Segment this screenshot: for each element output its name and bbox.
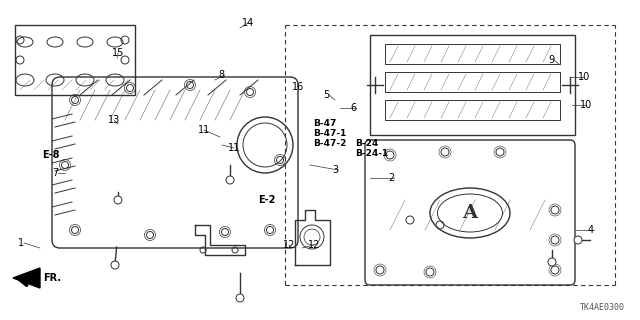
Text: 12: 12 bbox=[308, 240, 321, 250]
Polygon shape bbox=[13, 268, 40, 288]
Text: B-47-2: B-47-2 bbox=[313, 139, 346, 148]
Text: 11: 11 bbox=[198, 125, 211, 135]
Circle shape bbox=[114, 196, 122, 204]
Text: 10: 10 bbox=[578, 72, 590, 82]
Text: B-24: B-24 bbox=[355, 139, 378, 148]
Bar bbox=[385, 72, 560, 92]
FancyBboxPatch shape bbox=[365, 140, 575, 285]
Text: TK4AE0300: TK4AE0300 bbox=[580, 303, 625, 312]
Text: 1: 1 bbox=[18, 238, 24, 248]
Text: 4: 4 bbox=[588, 225, 594, 235]
Text: 12: 12 bbox=[283, 240, 296, 250]
Text: 13: 13 bbox=[108, 115, 120, 125]
FancyBboxPatch shape bbox=[52, 77, 298, 248]
Text: B-24-1: B-24-1 bbox=[355, 148, 388, 157]
Bar bbox=[385, 100, 560, 120]
Text: 11: 11 bbox=[228, 143, 240, 153]
Bar bbox=[385, 44, 560, 64]
Text: FR.: FR. bbox=[43, 273, 61, 283]
Text: 6: 6 bbox=[350, 103, 356, 113]
Text: E-2: E-2 bbox=[258, 195, 275, 205]
Bar bbox=[370, 35, 575, 135]
Text: E-8: E-8 bbox=[42, 150, 60, 160]
Text: 15: 15 bbox=[112, 48, 124, 58]
Text: 7: 7 bbox=[52, 168, 58, 178]
Circle shape bbox=[236, 294, 244, 302]
Text: 9: 9 bbox=[548, 55, 554, 65]
Circle shape bbox=[226, 176, 234, 184]
Circle shape bbox=[574, 236, 582, 244]
Text: 10: 10 bbox=[580, 100, 592, 110]
Circle shape bbox=[548, 258, 556, 266]
Text: B-47: B-47 bbox=[313, 118, 337, 127]
Text: 3: 3 bbox=[332, 165, 338, 175]
Circle shape bbox=[111, 261, 119, 269]
Text: 16: 16 bbox=[292, 82, 304, 92]
Text: 14: 14 bbox=[242, 18, 254, 28]
Bar bbox=[15, 25, 135, 95]
Text: 5: 5 bbox=[323, 90, 329, 100]
Text: A: A bbox=[463, 204, 477, 222]
Text: 8: 8 bbox=[218, 70, 224, 80]
Text: B-47-1: B-47-1 bbox=[313, 129, 346, 138]
Text: 2: 2 bbox=[388, 173, 394, 183]
